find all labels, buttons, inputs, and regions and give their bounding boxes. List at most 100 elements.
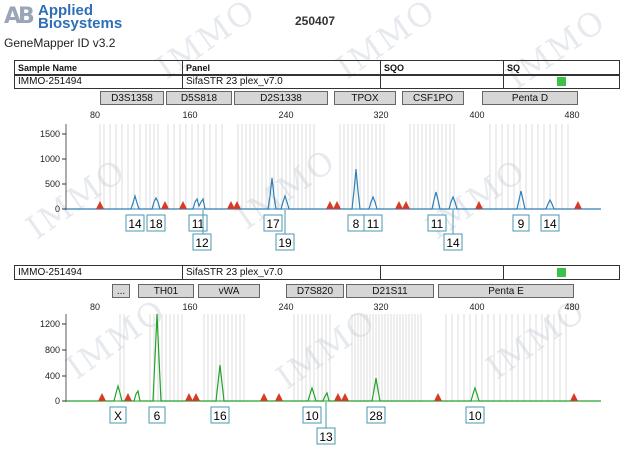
- size-standard-markers: [98, 393, 578, 401]
- run-id: 250407: [295, 14, 336, 28]
- allele-label: 11: [367, 217, 380, 231]
- x-tick-label: 320: [373, 302, 388, 312]
- peak-marker: [98, 393, 106, 401]
- peak-marker: [333, 201, 341, 209]
- peak-marker: [179, 201, 187, 209]
- marker-bin[interactable]: ...: [112, 284, 130, 298]
- app-title: GeneMapper ID v3.2: [4, 36, 116, 50]
- peak-marker: [124, 393, 132, 401]
- applied-biosystems-logo: AB Applied Biosystems: [4, 2, 134, 42]
- x-tick-label: 400: [469, 110, 484, 120]
- allele-label: 12: [195, 236, 209, 250]
- peak-marker: [574, 201, 582, 209]
- x-tick-label: 160: [182, 110, 197, 120]
- x-axis: 80 160 240 320 400 480: [90, 302, 580, 312]
- allele-label: 14: [543, 217, 557, 231]
- peak-marker: [341, 393, 349, 401]
- allele-label: 11: [431, 217, 444, 231]
- peak-marker: [326, 201, 334, 209]
- peak-marker: [275, 393, 283, 401]
- y-tick-label: 1200: [40, 319, 60, 329]
- x-axis: 80 160 240 320 400 480: [90, 110, 580, 120]
- peak-marker: [260, 393, 268, 401]
- x-tick-label: 80: [90, 110, 100, 120]
- x-tick-label: 240: [278, 110, 293, 120]
- peak-marker: [434, 393, 442, 401]
- marker-bin[interactable]: D2S1338: [234, 91, 328, 105]
- allele-label: X: [114, 409, 122, 423]
- allele-label: 13: [319, 430, 333, 444]
- x-tick-label: 480: [564, 302, 579, 312]
- y-tick-label: 800: [45, 345, 60, 355]
- size-standard-markers: [96, 201, 582, 209]
- peak-marker: [334, 393, 342, 401]
- sample-name: IMMO-251494: [18, 76, 82, 87]
- marker-bin[interactable]: D21S11: [346, 284, 434, 298]
- x-tick-label: 480: [564, 110, 579, 120]
- x-tick-label: 320: [373, 110, 388, 120]
- allele-label: 18: [149, 217, 163, 231]
- allele-label: 14: [446, 236, 460, 250]
- logo-text-biosystems: Biosystems: [38, 15, 123, 32]
- allele-label: 14: [128, 217, 142, 231]
- marker-bin[interactable]: Penta D: [482, 91, 578, 105]
- y-tick-label: 400: [45, 371, 60, 381]
- peak-marker: [233, 201, 241, 209]
- x-tick-label: 400: [469, 302, 484, 312]
- signal-trace-blue: [66, 168, 601, 210]
- marker-bin[interactable]: TPOX: [334, 91, 396, 105]
- x-tick-label: 240: [278, 302, 293, 312]
- peak-marker: [192, 393, 200, 401]
- sample-row-1[interactable]: IMMO-251494 SifaSTR 23 plex_v7.0: [14, 74, 620, 89]
- allele-label: 10: [468, 409, 482, 423]
- y-tick-label: 0: [55, 204, 60, 214]
- peak-marker: [185, 393, 193, 401]
- x-tick-label: 160: [182, 302, 197, 312]
- column-header-sample-name[interactable]: Sample Name: [18, 63, 78, 73]
- allele-label: 28: [369, 409, 383, 423]
- signal-trace-green: [66, 313, 601, 402]
- y-axis: 1500 1000 500 0: [40, 124, 67, 214]
- marker-bin[interactable]: D5S818: [166, 91, 232, 105]
- y-axis: 1200 800 400 0: [40, 314, 67, 406]
- bin-gridlines: [119, 314, 567, 402]
- peak-marker: [227, 201, 235, 209]
- peak-marker: [395, 201, 403, 209]
- panel-name: SifaSTR 23 plex_v7.0: [186, 76, 283, 87]
- column-header-row: Sample Name Panel SQO SQ: [14, 60, 620, 76]
- allele-label: 19: [278, 236, 292, 250]
- status-ok-indicator: [557, 268, 566, 277]
- status-ok-indicator: [557, 77, 566, 86]
- allele-labels: 14 18 11 17 8 11 11 9 14 12 19 14: [125, 210, 560, 251]
- allele-label: 17: [266, 217, 280, 231]
- peak-marker: [96, 201, 104, 209]
- y-tick-label: 0: [55, 396, 60, 406]
- allele-label: 9: [518, 217, 525, 231]
- column-header-sq[interactable]: SQ: [507, 63, 521, 73]
- bin-gridlines: [99, 124, 569, 210]
- marker-bin[interactable]: D7S820: [286, 284, 344, 298]
- sample-row-2[interactable]: IMMO-251494 SifaSTR 23 plex_v7.0: [14, 265, 620, 280]
- electropherogram-blue[interactable]: 80 160 240 320 400 480 1500 1000 500 0 1…: [0, 106, 626, 256]
- marker-bin[interactable]: TH01: [138, 284, 194, 298]
- allele-labels: X 6 16 10 28 10 13: [109, 402, 485, 445]
- allele-label: 6: [154, 409, 161, 423]
- x-tick-label: 80: [90, 302, 100, 312]
- electropherogram-green[interactable]: 80 160 240 320 400 480 1200 800 400 0 X …: [0, 298, 626, 450]
- marker-bin[interactable]: Penta E: [438, 284, 574, 298]
- peak-marker: [475, 201, 483, 209]
- column-header-panel[interactable]: Panel: [186, 63, 211, 73]
- y-tick-label: 500: [45, 179, 60, 189]
- panel-name: SifaSTR 23 plex_v7.0: [186, 267, 283, 278]
- allele-label: 11: [192, 217, 205, 231]
- allele-label: 10: [305, 409, 319, 423]
- marker-bin[interactable]: vWA: [198, 284, 260, 298]
- allele-label: 16: [213, 409, 227, 423]
- logo-text-applied: Applied: [38, 2, 93, 19]
- marker-bin[interactable]: CSF1PO: [402, 91, 464, 105]
- y-tick-label: 1500: [40, 129, 60, 139]
- marker-bin[interactable]: D3S1358: [100, 91, 164, 105]
- peak-marker: [161, 201, 169, 209]
- column-header-sqo[interactable]: SQO: [384, 63, 405, 73]
- allele-label: 8: [353, 217, 360, 231]
